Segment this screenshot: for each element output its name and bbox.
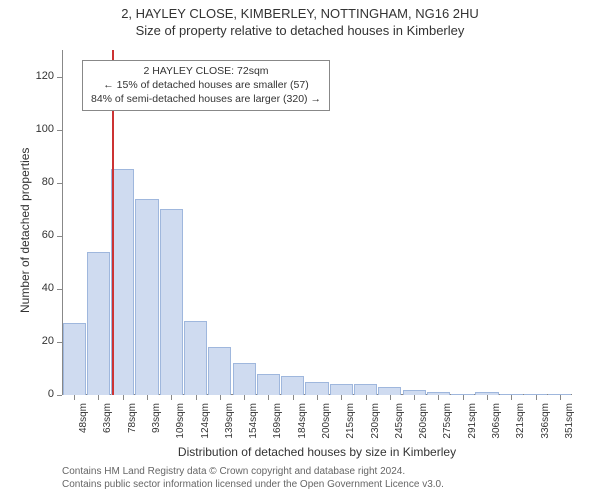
x-tick [390,395,391,400]
x-tick-label: 93sqm [151,403,162,447]
histogram-bar [305,382,328,395]
x-tick [244,395,245,400]
x-tick [123,395,124,400]
x-tick-label: 78sqm [127,403,138,447]
x-tick-label: 169sqm [272,403,283,447]
x-tick [171,395,172,400]
histogram-bar [208,347,231,395]
histogram-bar [354,384,377,395]
annotation-line: 2 HAYLEY CLOSE: 72sqm [91,64,321,78]
page-title-address: 2, HAYLEY CLOSE, KIMBERLEY, NOTTINGHAM, … [0,0,600,21]
histogram-bar [184,321,207,395]
x-tick-label: 275sqm [442,403,453,447]
y-tick [57,130,62,131]
histogram-bar [63,323,86,395]
x-tick [487,395,488,400]
y-tick-label: 100 [22,123,54,135]
y-axis-label: Number of detached properties [18,147,32,312]
histogram-bar [257,374,280,395]
x-tick [463,395,464,400]
x-tick [293,395,294,400]
x-tick-label: 215sqm [345,403,356,447]
x-tick-label: 321sqm [515,403,526,447]
x-tick [147,395,148,400]
y-tick [57,236,62,237]
histogram-bar [378,387,401,395]
histogram-bar [87,252,110,395]
histogram-bar [281,376,304,395]
histogram-bar [111,169,134,395]
x-tick-label: 63sqm [102,403,113,447]
x-axis-label: Distribution of detached houses by size … [62,445,572,459]
y-tick [57,183,62,184]
x-tick-label: 124sqm [200,403,211,447]
y-tick [57,289,62,290]
footer-line: Contains HM Land Registry data © Crown c… [62,465,444,478]
x-tick-label: 109sqm [175,403,186,447]
x-tick [536,395,537,400]
x-tick-label: 230sqm [370,403,381,447]
annotation-box: 2 HAYLEY CLOSE: 72sqm ← 15% of detached … [82,60,330,111]
x-tick-label: 291sqm [467,403,478,447]
x-tick-label: 139sqm [224,403,235,447]
histogram-bar [233,363,256,395]
x-tick-label: 351sqm [564,403,575,447]
footer-credits: Contains HM Land Registry data © Crown c… [62,465,444,491]
y-tick [57,342,62,343]
x-tick-label: 336sqm [540,403,551,447]
histogram-bar [135,199,158,395]
y-tick [57,77,62,78]
x-tick-label: 245sqm [394,403,405,447]
y-tick-label: 120 [22,70,54,82]
x-tick-label: 306sqm [491,403,502,447]
x-tick [220,395,221,400]
histogram-bar [160,209,183,395]
x-tick [317,395,318,400]
x-tick-label: 260sqm [418,403,429,447]
x-tick [438,395,439,400]
x-tick-label: 48sqm [78,403,89,447]
y-tick-label: 0 [22,388,54,400]
y-tick [57,395,62,396]
annotation-line: 84% of semi-detached houses are larger (… [91,92,321,106]
x-tick [196,395,197,400]
x-tick-label: 154sqm [248,403,259,447]
x-tick [511,395,512,400]
footer-line: Contains public sector information licen… [62,478,444,491]
x-tick-label: 200sqm [321,403,332,447]
x-tick [414,395,415,400]
x-tick [366,395,367,400]
x-tick [74,395,75,400]
annotation-line: ← 15% of detached houses are smaller (57… [91,78,321,92]
histogram-bar [330,384,353,395]
page-subtitle: Size of property relative to detached ho… [0,21,600,38]
x-tick-label: 184sqm [297,403,308,447]
x-tick [268,395,269,400]
x-tick [560,395,561,400]
x-tick [341,395,342,400]
y-tick-label: 20 [22,335,54,347]
x-tick [98,395,99,400]
